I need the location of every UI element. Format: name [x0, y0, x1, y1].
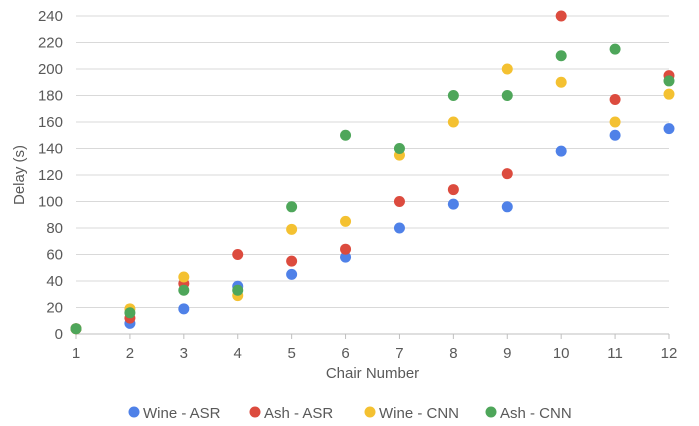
x-tick-label: 7	[395, 345, 403, 362]
legend-marker	[364, 406, 376, 418]
data-point	[340, 215, 352, 227]
x-tick-label: 5	[287, 345, 295, 362]
y-tick-label: 160	[38, 114, 63, 131]
data-point	[340, 251, 352, 263]
data-point	[232, 284, 244, 296]
y-tick-label: 180	[38, 88, 63, 105]
data-point	[447, 184, 459, 196]
data-point	[124, 307, 136, 319]
x-tick-label: 2	[126, 345, 134, 362]
data-point	[340, 129, 352, 141]
y-tick-label: 220	[38, 35, 63, 52]
y-axis-title: Delay (s)	[11, 145, 28, 205]
x-tick-label: 11	[607, 345, 623, 362]
legend-marker	[485, 406, 497, 418]
data-point	[663, 88, 675, 100]
data-point	[609, 129, 621, 141]
data-point	[178, 284, 190, 296]
data-point	[232, 249, 244, 260]
data-point	[393, 196, 405, 207]
data-point	[555, 76, 567, 88]
x-axis-title: Chair Number	[326, 365, 419, 382]
data-point	[501, 90, 513, 101]
data-point	[609, 116, 621, 128]
legend: Wine - ASR Ash - ASR Wine - CNN Ash - CNN	[128, 405, 572, 422]
y-tick-label: 200	[38, 61, 63, 78]
data-point	[70, 323, 82, 335]
y-tick-label: 240	[38, 8, 63, 25]
legend-entry: Ash - ASR	[264, 405, 333, 422]
data-point	[286, 223, 298, 235]
legend-entry: Ash - CNN	[500, 405, 572, 422]
y-tick-label: 100	[38, 194, 63, 211]
y-tick-label: 120	[38, 167, 63, 184]
data-point	[501, 201, 513, 213]
legend-entry: Wine - CNN	[379, 405, 459, 422]
data-point	[501, 63, 513, 75]
y-tick-label: 0	[55, 326, 63, 343]
data-point	[501, 168, 513, 180]
y-tick-label: 20	[46, 300, 63, 317]
data-point	[393, 143, 405, 154]
y-tick-label: 140	[38, 141, 63, 158]
data-point	[555, 50, 567, 62]
x-tick-label: 9	[503, 345, 511, 362]
data-point	[609, 93, 621, 105]
data-points	[70, 10, 675, 335]
x-tick-label: 4	[234, 345, 242, 362]
y-tick-label: 40	[46, 273, 63, 290]
data-point	[447, 198, 459, 210]
x-tick-label: 1	[72, 345, 80, 362]
data-point	[663, 123, 675, 135]
data-point	[286, 268, 298, 280]
x-tick-label: 12	[661, 345, 678, 362]
data-point	[393, 222, 405, 234]
x-tick-label: 6	[341, 345, 349, 362]
x-tick-label: 10	[553, 345, 570, 362]
data-point	[555, 10, 567, 22]
data-point	[178, 271, 190, 283]
data-point	[447, 116, 459, 128]
data-point	[609, 43, 621, 55]
y-tick-label: 80	[46, 220, 63, 237]
legend-entry: Wine - ASR	[143, 405, 221, 422]
legend-marker	[249, 406, 261, 418]
data-point	[340, 243, 352, 255]
y-tick-label: 60	[46, 247, 63, 264]
data-point	[178, 303, 190, 315]
gridlines	[76, 15, 669, 308]
x-tick-label: 8	[449, 345, 457, 362]
legend-marker	[128, 406, 140, 418]
data-point	[663, 75, 675, 87]
data-point	[286, 255, 298, 267]
data-point	[286, 201, 298, 213]
x-tick-label: 3	[180, 345, 188, 362]
data-point	[555, 145, 567, 157]
data-point	[447, 90, 459, 101]
